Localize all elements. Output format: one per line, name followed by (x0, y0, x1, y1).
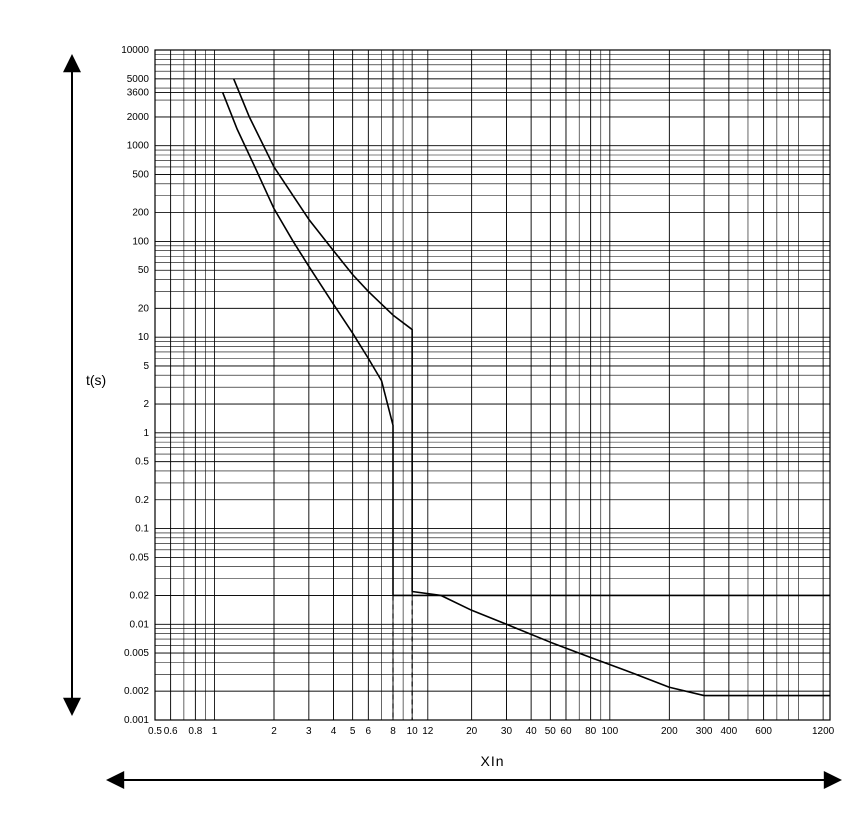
y-tick-label: 20 (138, 303, 150, 314)
x-tick-label: 400 (720, 726, 737, 737)
y-tick-label: 1000 (127, 141, 150, 152)
y-tick-label: 0.005 (124, 648, 149, 659)
x-tick-label: 40 (526, 726, 538, 737)
chart-svg: 0.50.60.81234568101220304050608010020030… (10, 10, 857, 809)
x-tick-label: 4 (331, 726, 337, 737)
y-tick-label: 0.001 (124, 715, 149, 726)
x-tick-label: 3 (306, 726, 312, 737)
y-tick-label: 0.05 (130, 552, 150, 563)
y-tick-label: 5 (143, 361, 149, 372)
x-tick-label: 0.5 (148, 726, 162, 737)
y-tick-label: 1 (143, 428, 149, 439)
y-tick-label: 0.002 (124, 686, 149, 697)
x-axis-label: XIn (480, 753, 504, 769)
x-tick-label: 0.6 (164, 726, 178, 737)
y-tick-label: 0.01 (130, 619, 150, 630)
x-tick-label: 20 (466, 726, 478, 737)
y-tick-label: 100 (132, 236, 149, 247)
y-axis-label: t(s) (86, 372, 106, 388)
x-tick-label: 100 (601, 726, 618, 737)
x-tick-label: 2 (271, 726, 277, 737)
x-tick-label: 1 (212, 726, 218, 737)
x-tick-label: 200 (661, 726, 678, 737)
x-tick-label: 8 (390, 726, 396, 737)
y-tick-label: 2 (143, 399, 149, 410)
y-tick-label: 3600 (127, 87, 150, 98)
x-tick-label: 300 (696, 726, 713, 737)
y-tick-label: 10000 (121, 45, 149, 56)
x-tick-label: 10 (407, 726, 419, 737)
y-tick-label: 0.2 (135, 495, 149, 506)
y-tick-label: 10 (138, 332, 150, 343)
y-tick-label: 200 (132, 208, 149, 219)
y-tick-label: 5000 (127, 74, 150, 85)
x-tick-label: 60 (560, 726, 572, 737)
x-tick-label: 12 (422, 726, 434, 737)
trip-curve-chart: 0.50.60.81234568101220304050608010020030… (10, 10, 847, 814)
x-tick-label: 50 (545, 726, 557, 737)
x-tick-label: 6 (366, 726, 372, 737)
y-tick-label: 0.02 (130, 590, 150, 601)
x-tick-label: 80 (585, 726, 597, 737)
y-tick-label: 0.1 (135, 524, 149, 535)
x-tick-label: 30 (501, 726, 513, 737)
x-tick-label: 1200 (812, 726, 835, 737)
x-tick-label: 5 (350, 726, 356, 737)
y-tick-label: 50 (138, 265, 150, 276)
x-tick-label: 600 (755, 726, 772, 737)
y-tick-label: 2000 (127, 112, 150, 123)
y-tick-label: 500 (132, 170, 149, 181)
x-tick-label: 0.8 (188, 726, 202, 737)
y-tick-label: 0.5 (135, 457, 149, 468)
